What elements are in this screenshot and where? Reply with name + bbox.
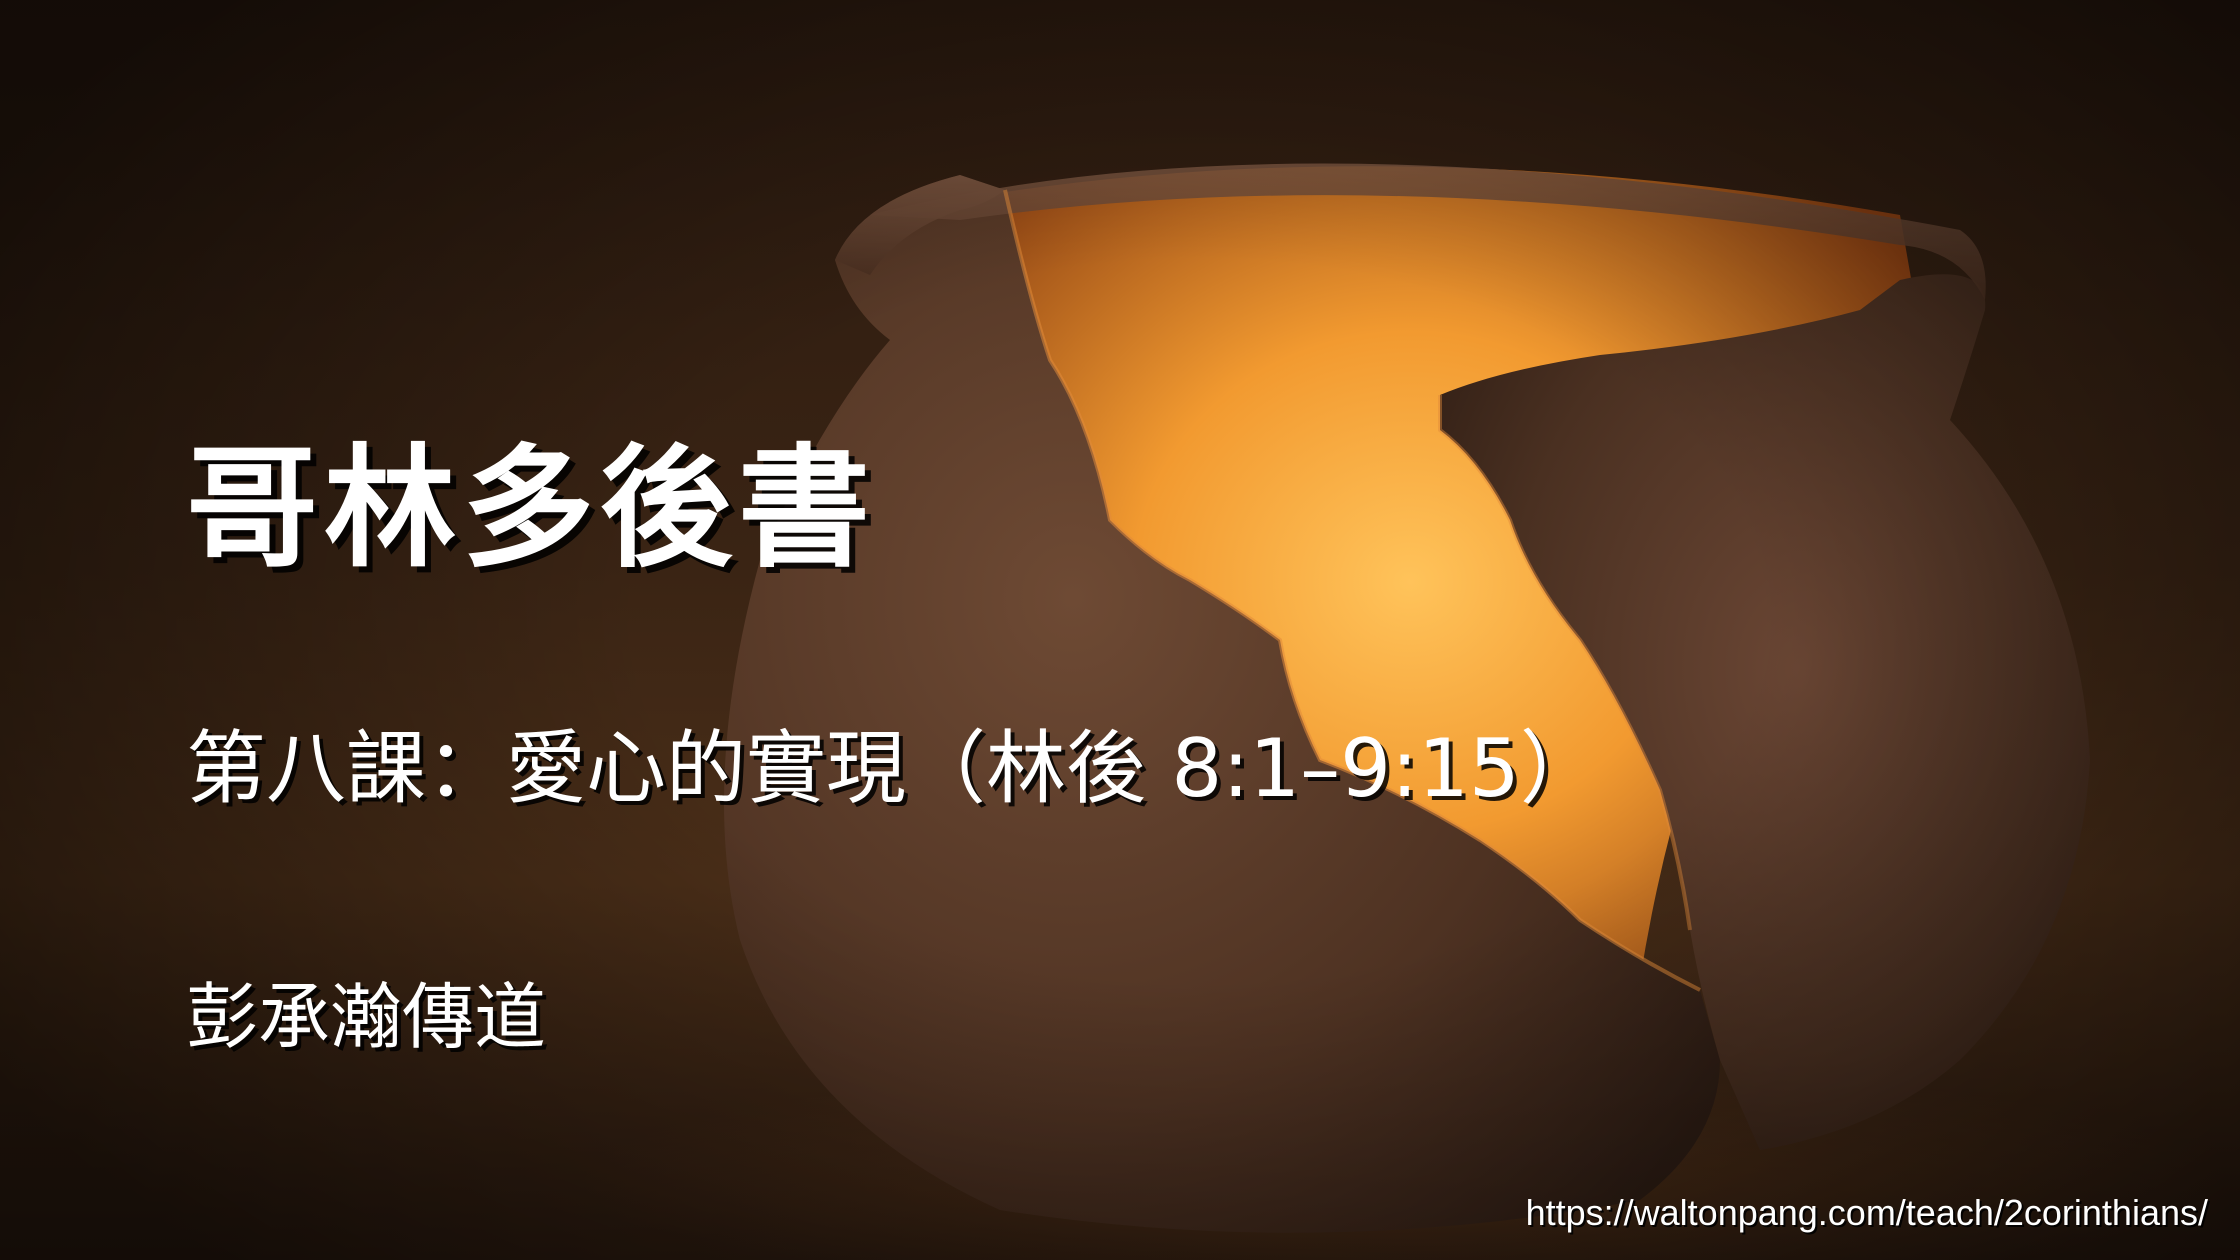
lesson-subtitle: 第八課：愛心的實現（林後 8:1–9:15） <box>186 722 1600 815</box>
slide-title: 哥林多後書 <box>186 432 876 586</box>
speaker-name: 彭承瀚傳道 <box>186 975 547 1059</box>
website-url: https://waltonpang.com/teach/2corinthian… <box>1525 1192 2208 1233</box>
